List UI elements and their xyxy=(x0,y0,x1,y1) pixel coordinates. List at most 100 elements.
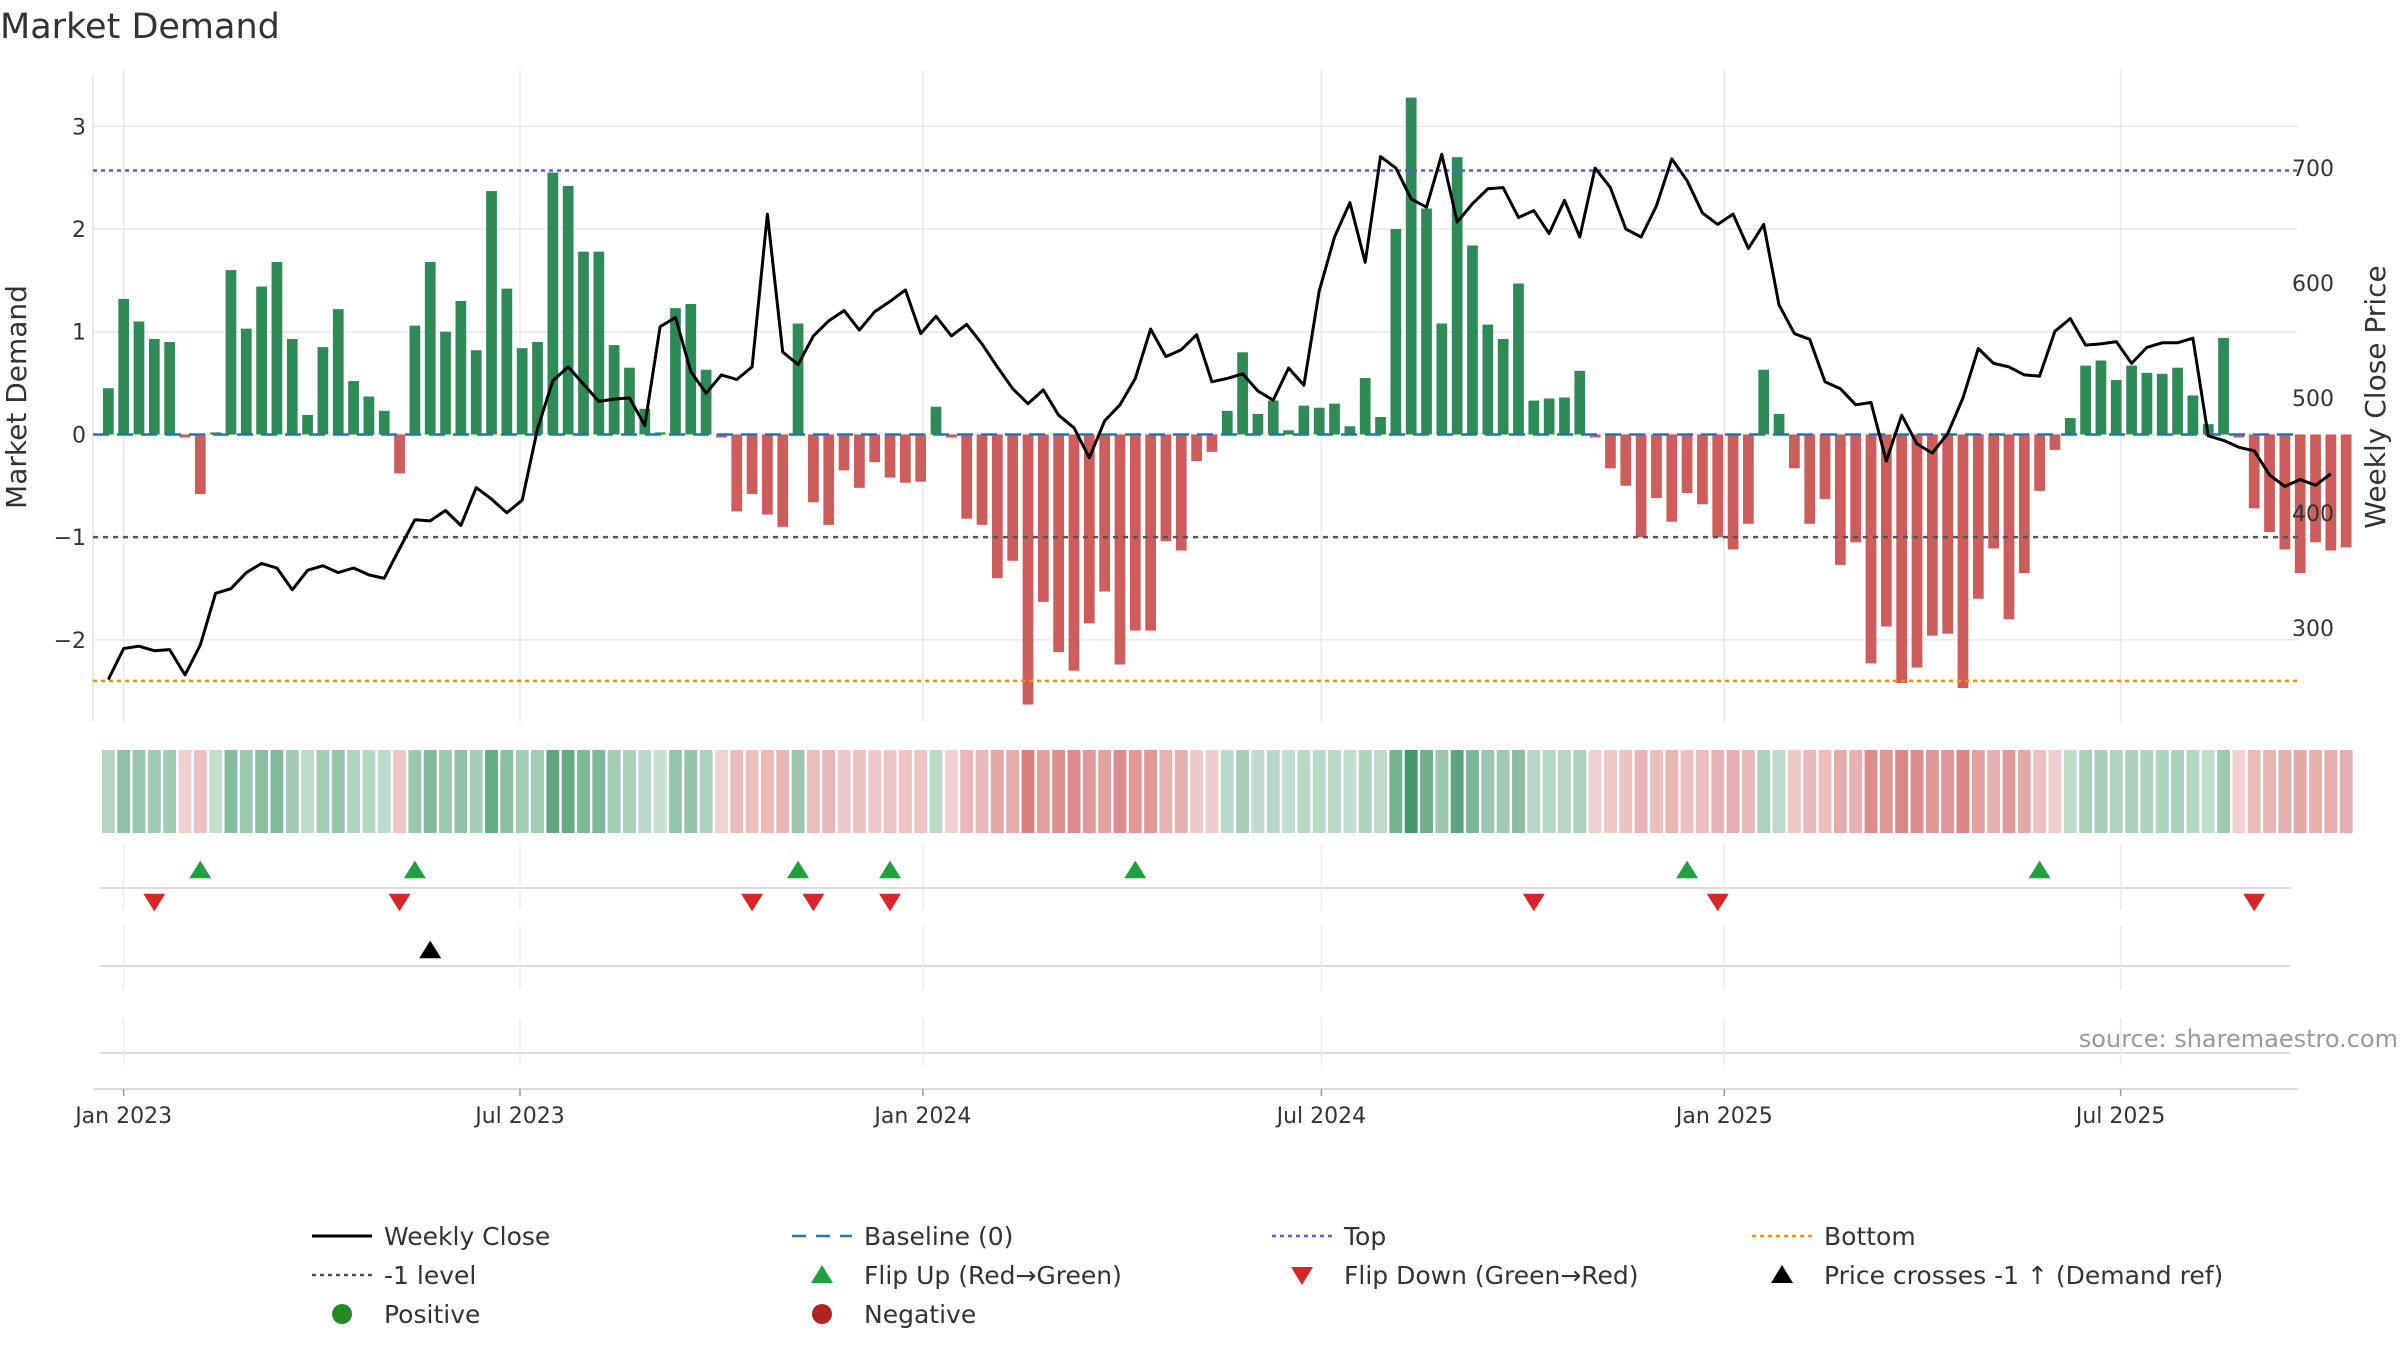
band-cell xyxy=(561,750,575,833)
band-cell xyxy=(2048,750,2062,833)
demand-bar xyxy=(900,434,911,483)
demand-bar xyxy=(1972,434,1984,599)
band-cell xyxy=(1849,750,1863,833)
band-cell xyxy=(1558,750,1571,833)
legend-swatch-triangle-up xyxy=(811,1265,833,1283)
band-cell xyxy=(224,750,238,833)
band-cell xyxy=(546,750,560,833)
band-cell xyxy=(944,750,958,833)
demand-bar xyxy=(930,406,942,435)
demand-bar xyxy=(1497,338,1509,435)
legend-label: -1 level xyxy=(384,1261,476,1290)
chart-title: Market Demand xyxy=(0,7,280,47)
demand-bar xyxy=(1988,434,2000,549)
demand-bar xyxy=(1896,434,1908,683)
demand-bar xyxy=(179,434,191,438)
y2-tick-label: 300 xyxy=(2292,617,2334,642)
band-cell xyxy=(1312,750,1326,833)
band-cell xyxy=(331,750,345,833)
demand-bar xyxy=(1681,434,1693,493)
demand-bar xyxy=(1451,157,1463,435)
y2-tick-label: 500 xyxy=(2292,387,2334,412)
demand-bar xyxy=(1421,208,1432,435)
demand-bar xyxy=(2340,434,2352,548)
demand-bar xyxy=(624,367,635,435)
band-cell xyxy=(1895,750,1909,833)
band-cell xyxy=(1604,750,1617,833)
band-cell xyxy=(1205,750,1219,833)
band-cell xyxy=(990,750,1004,833)
band-cell xyxy=(837,750,851,833)
demand-bar xyxy=(792,323,804,435)
band-cell xyxy=(1588,750,1602,833)
band-cell xyxy=(393,750,406,833)
demand-bar xyxy=(2248,434,2260,509)
band-cell xyxy=(1006,750,1020,833)
demand-bar xyxy=(2325,434,2337,551)
band-cell xyxy=(1512,750,1525,833)
demand-bar xyxy=(164,342,176,435)
band-cell xyxy=(2017,750,2031,833)
band-cell xyxy=(1941,750,1955,833)
flip-up-marker xyxy=(189,860,212,879)
demand-bar xyxy=(1559,397,1570,435)
y2-tick-label: 400 xyxy=(2292,502,2334,527)
band-cell xyxy=(1573,750,1587,833)
demand-bar xyxy=(1942,434,1954,634)
demand-bar xyxy=(991,434,1003,579)
price-cross-marker xyxy=(419,940,442,959)
band-cell xyxy=(408,750,422,833)
band-cell xyxy=(485,750,498,833)
demand-bar xyxy=(225,270,237,435)
band-cell xyxy=(1803,750,1817,833)
band-cell xyxy=(362,750,376,833)
demand-bar xyxy=(1911,434,1923,668)
demand-bar xyxy=(1007,434,1019,561)
band-cell xyxy=(1910,750,1924,833)
demand-bar xyxy=(1834,434,1846,565)
band-cell xyxy=(2171,750,2185,833)
flip-up-marker xyxy=(1124,860,1147,879)
demand-bar xyxy=(884,434,896,478)
band-cell xyxy=(439,750,452,833)
demand-bar xyxy=(501,288,513,435)
legend-item: Bottom xyxy=(1752,1222,1916,1251)
band-cell xyxy=(163,750,177,833)
x-tick-label: Jan 2023 xyxy=(73,1104,172,1129)
demand-bar xyxy=(2110,380,2122,435)
band-cell xyxy=(1420,750,1433,833)
y2-tick-label: 600 xyxy=(2292,272,2334,297)
demand-bar xyxy=(578,251,589,435)
band-cell xyxy=(1481,750,1495,833)
band-cell xyxy=(883,750,897,833)
band-cell xyxy=(1864,750,1878,833)
band-cell xyxy=(1466,750,1479,833)
band-cell xyxy=(1711,750,1725,833)
flip-down-marker xyxy=(388,893,411,912)
band-cell xyxy=(1741,750,1755,833)
x-tick-label: Jul 2024 xyxy=(1275,1104,1367,1129)
legend-label: Flip Down (Green→Red) xyxy=(1344,1261,1639,1290)
legend-label: Weekly Close xyxy=(384,1222,550,1251)
band-cell xyxy=(1036,750,1050,833)
demand-bar xyxy=(1589,434,1601,438)
demand-bar xyxy=(2080,365,2091,435)
band-cell xyxy=(2247,750,2261,833)
band-cell xyxy=(914,750,928,833)
band-cell xyxy=(1389,750,1403,833)
demand-bar xyxy=(2018,434,2030,574)
demand-bar xyxy=(1099,434,1110,592)
band-cell xyxy=(623,750,636,833)
demand-bar xyxy=(240,328,252,435)
demand-bar xyxy=(1436,323,1448,435)
demand-bar xyxy=(2279,434,2291,550)
band-cell xyxy=(1144,750,1158,833)
demand-bar xyxy=(1528,400,1540,435)
demand-bar xyxy=(1267,400,1279,435)
band-cell xyxy=(301,750,315,833)
demand-bar xyxy=(470,350,482,435)
demand-bar xyxy=(2003,434,2015,620)
band-cell xyxy=(531,750,544,833)
band-cell xyxy=(1757,750,1771,833)
band-cell xyxy=(1971,750,1985,833)
